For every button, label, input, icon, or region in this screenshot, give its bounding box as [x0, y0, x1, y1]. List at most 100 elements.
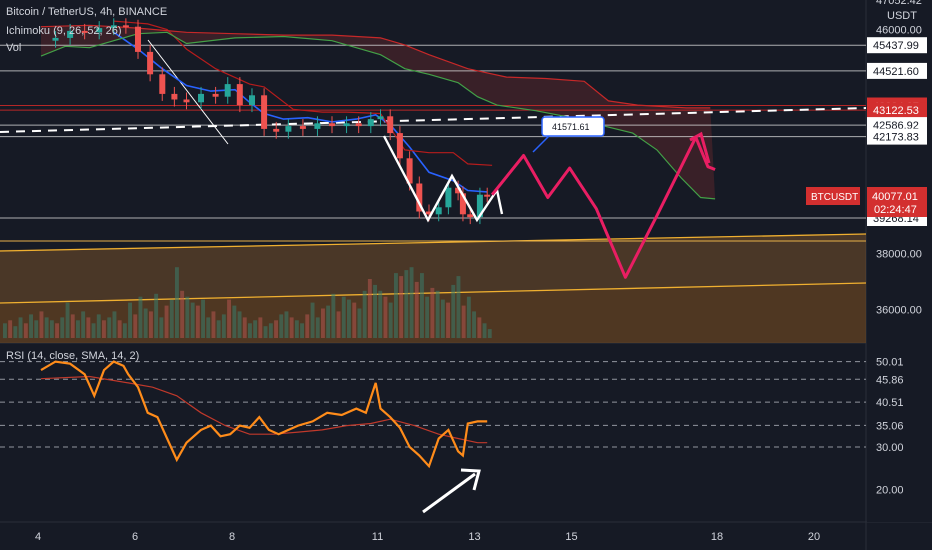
volume-bar [440, 299, 445, 338]
candle-body [135, 26, 141, 52]
price-level-label: 45437.99 [873, 40, 919, 52]
price-level-tag [867, 128, 927, 145]
volume-bar [164, 305, 169, 339]
candle-body [81, 30, 88, 33]
candle-body [159, 74, 166, 94]
volume-bar [430, 287, 435, 339]
volume-bar [159, 317, 164, 339]
projection-arrowhead [689, 131, 711, 164]
volume-bar [96, 314, 101, 338]
volume-bar [425, 296, 430, 338]
projection-path [490, 135, 716, 279]
volume-bar [279, 314, 284, 338]
volume-bar [258, 317, 263, 339]
volume-bar [446, 302, 450, 338]
time-axis-tick: 6 [132, 531, 138, 543]
annotation-label: 41571.61 [552, 122, 590, 132]
candle-body [198, 93, 204, 103]
price-level-label: 43122.53 [873, 105, 919, 117]
volume-bar [70, 314, 75, 338]
candle-body [110, 25, 117, 29]
volume-bar [44, 317, 49, 339]
volume-bar [3, 323, 7, 339]
candle-body [377, 116, 384, 120]
candle-body [261, 95, 268, 129]
volume-bar [336, 311, 341, 338]
bar-countdown: 02:24:47 [874, 204, 917, 216]
price-axis-tick: 38000.00 [876, 249, 922, 261]
w-pattern-drawing [382, 135, 504, 223]
candle-body [299, 126, 306, 129]
volume-bar [268, 323, 273, 339]
volume-bar [300, 323, 304, 339]
volume-bar [117, 320, 122, 338]
candle-body [476, 194, 483, 218]
volume-bar [466, 296, 471, 338]
rsi-axis-tick: 50.01 [876, 357, 904, 369]
volume-bar [289, 317, 294, 339]
annotation-pointer [532, 135, 550, 153]
volume-bar [154, 293, 159, 339]
volume-bar [409, 267, 414, 338]
candle-body [273, 128, 280, 132]
price-axis-tick: 46000.00 [876, 25, 922, 37]
time-axis-tick: 15 [565, 531, 577, 543]
volume-bar [451, 284, 456, 338]
volume-bar [102, 320, 106, 338]
volume-bar [383, 296, 388, 338]
volume-bar [420, 273, 424, 338]
volume-bar [149, 311, 153, 338]
volume-bar [91, 323, 96, 339]
candle-body [314, 123, 321, 129]
volume-bar [315, 317, 320, 339]
symbol-tag [806, 187, 860, 205]
annotation-box [541, 116, 605, 137]
volume-bar [65, 302, 70, 338]
price-axis-top-label: 47052.42 [876, 0, 922, 7]
volume-bar [190, 302, 195, 338]
volume-bar [341, 296, 346, 338]
candle-body [96, 28, 103, 33]
volume-bar [81, 311, 86, 338]
candle-body [236, 84, 243, 106]
candle-body [435, 207, 442, 215]
volume-legend[interactable]: Vol [6, 42, 22, 54]
descending-trendline [147, 39, 229, 145]
volume-bar [294, 320, 299, 338]
rsi-axis-tick: 30.00 [876, 442, 904, 454]
volume-bar [253, 320, 258, 338]
volume-bar [55, 323, 59, 339]
volume-bar [310, 302, 315, 338]
candle-body [212, 93, 219, 97]
rsi-axis-tick: 40.51 [876, 397, 904, 409]
volume-bar [39, 311, 44, 338]
candle-body [52, 37, 59, 41]
rsi-arrow-shaft [422, 472, 476, 514]
volume-bar [461, 305, 466, 339]
rsi-axis-tick: 45.86 [876, 374, 904, 386]
rsi-legend[interactable]: RSI (14, close, SMA, 14, 2) [6, 350, 140, 362]
rsi-line [40, 360, 488, 469]
volume-bar [367, 279, 372, 338]
candle-body [426, 211, 432, 215]
volume-bar [112, 311, 117, 338]
candle-body [147, 51, 154, 75]
time-axis-tick: 18 [711, 531, 723, 543]
volume-bar [305, 314, 310, 338]
volume-bar [362, 290, 367, 338]
price-level-tag [867, 102, 927, 119]
volume-bar [23, 323, 28, 339]
volume-bar [221, 314, 226, 338]
volume-bar [195, 305, 200, 339]
rsi-ma-line [40, 375, 488, 444]
ichimoku-legend[interactable]: Ichimoku (9, 26, 52, 26) [6, 25, 122, 37]
candle-body [455, 187, 462, 194]
volume-bar [388, 302, 393, 338]
volume-bar [133, 314, 138, 338]
candle-body [406, 158, 413, 184]
volume-bar [211, 311, 216, 338]
price-level-tag [867, 62, 927, 79]
symbol-title[interactable]: Bitcoin / TetherUS, 4h, BINANCE [6, 6, 168, 18]
symbol-tag-label: BTCUSDT [811, 192, 858, 203]
